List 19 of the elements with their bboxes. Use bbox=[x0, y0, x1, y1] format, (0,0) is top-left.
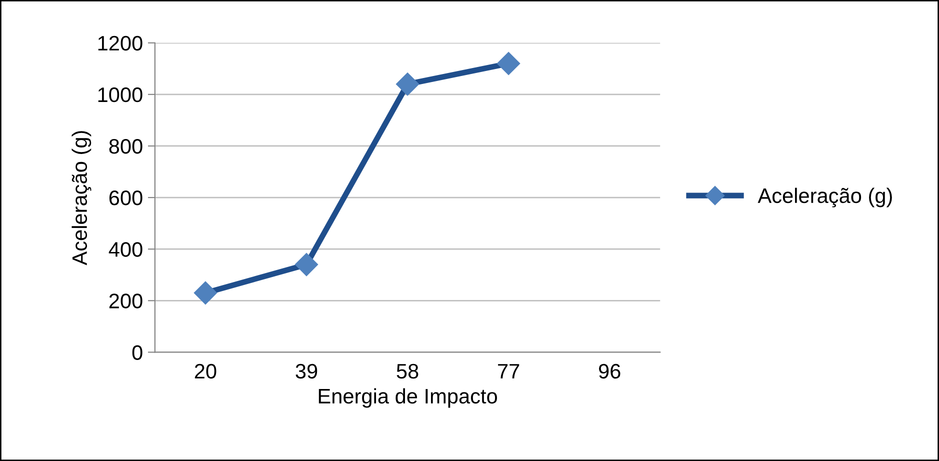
point bbox=[396, 72, 420, 96]
point bbox=[294, 253, 318, 276]
y-axis-title: Aceleração (g) bbox=[72, 131, 92, 266]
x-tick-label: 96 bbox=[598, 364, 620, 379]
y-tick-label: 800 bbox=[109, 138, 142, 154]
x-axis-title: Energia de Impacto bbox=[318, 388, 497, 408]
y-tick-label: 200 bbox=[109, 294, 142, 308]
y-tick-label: 1000 bbox=[98, 87, 142, 102]
y-tick-label: 400 bbox=[108, 242, 142, 257]
point bbox=[194, 281, 217, 304]
y-tick-label: 0 bbox=[132, 345, 142, 360]
x-tick-label: 77 bbox=[498, 364, 520, 378]
x-tick-label: 20 bbox=[194, 364, 216, 379]
point bbox=[497, 52, 520, 75]
y-tick-label: 1200 bbox=[98, 36, 142, 51]
x-tick-label: 58 bbox=[396, 364, 418, 379]
y-tick-label: 600 bbox=[109, 190, 142, 206]
legend-label: Aceleração (g) bbox=[758, 188, 892, 208]
x-tick-label: 39 bbox=[296, 364, 318, 379]
